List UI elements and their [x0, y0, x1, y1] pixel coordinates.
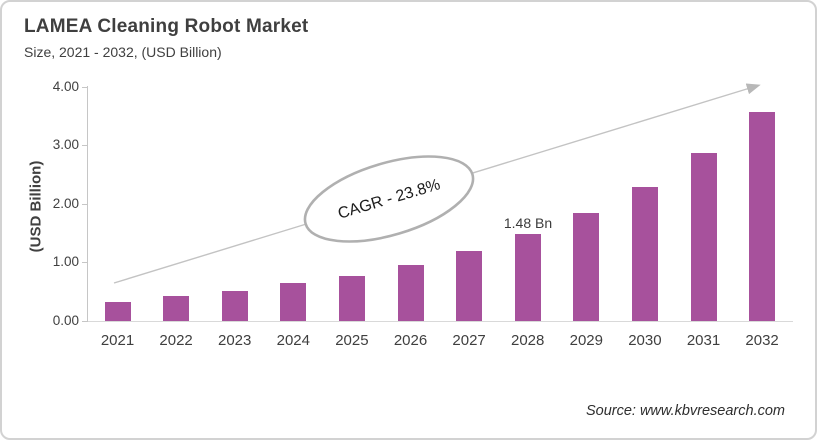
- y-tick-label: 3.00: [52, 137, 79, 153]
- bar-2023: [221, 291, 248, 321]
- x-tick-label-2030: 2030: [628, 332, 662, 349]
- x-tick-label-2022: 2022: [159, 332, 193, 349]
- bar-2030: [631, 187, 658, 321]
- cagr-label: CAGR - 23.8%: [336, 176, 442, 222]
- y-tick-mark: [82, 203, 88, 205]
- x-tick-label-2024: 2024: [276, 332, 310, 349]
- x-tick-label-2023: 2023: [218, 332, 252, 349]
- chart-title: LAMEA Cleaning Robot Market: [24, 16, 309, 37]
- x-tick-label-2031: 2031: [686, 332, 721, 349]
- bar-2024: [280, 283, 307, 321]
- bar-2022: [163, 296, 190, 321]
- bar-2032: [749, 112, 776, 321]
- y-tick-label: 0.00: [52, 313, 79, 328]
- bar-2021: [104, 302, 131, 321]
- x-tick-label-2025: 2025: [335, 332, 369, 349]
- bar-2031: [690, 153, 717, 321]
- x-axis-line: [87, 321, 793, 322]
- x-tick-label-2028: 2028: [511, 332, 545, 349]
- source-note: Source: www.kbvresearch.com: [585, 403, 785, 419]
- bar-value-label-2028: 1.48 Bn: [503, 215, 553, 231]
- y-tick-label: 1.00: [52, 254, 79, 270]
- bar-2026: [397, 265, 424, 321]
- x-tick-label-2021: 2021: [100, 332, 135, 349]
- y-tick-label: 4.00: [52, 78, 79, 94]
- cagr-ellipse: [303, 155, 475, 243]
- y-tick-mark: [82, 262, 88, 264]
- y-tick-mark: [82, 86, 88, 88]
- x-tick-label-2032: 2032: [745, 332, 779, 349]
- y-tick-label: 2.00: [52, 195, 79, 211]
- y-tick-mark: [82, 145, 88, 147]
- x-tick-label-2027: 2027: [452, 332, 486, 349]
- bar-2025: [338, 276, 365, 321]
- x-tick-label-2029: 2029: [569, 332, 603, 349]
- bar-2027: [456, 251, 483, 321]
- bar-2029: [573, 213, 600, 321]
- y-tick-mark: [82, 321, 88, 322]
- chart-subtitle: Size, 2021 - 2032, (USD Billion): [24, 44, 222, 60]
- bar-2028: [514, 234, 541, 321]
- x-tick-label-2026: 2026: [393, 332, 428, 349]
